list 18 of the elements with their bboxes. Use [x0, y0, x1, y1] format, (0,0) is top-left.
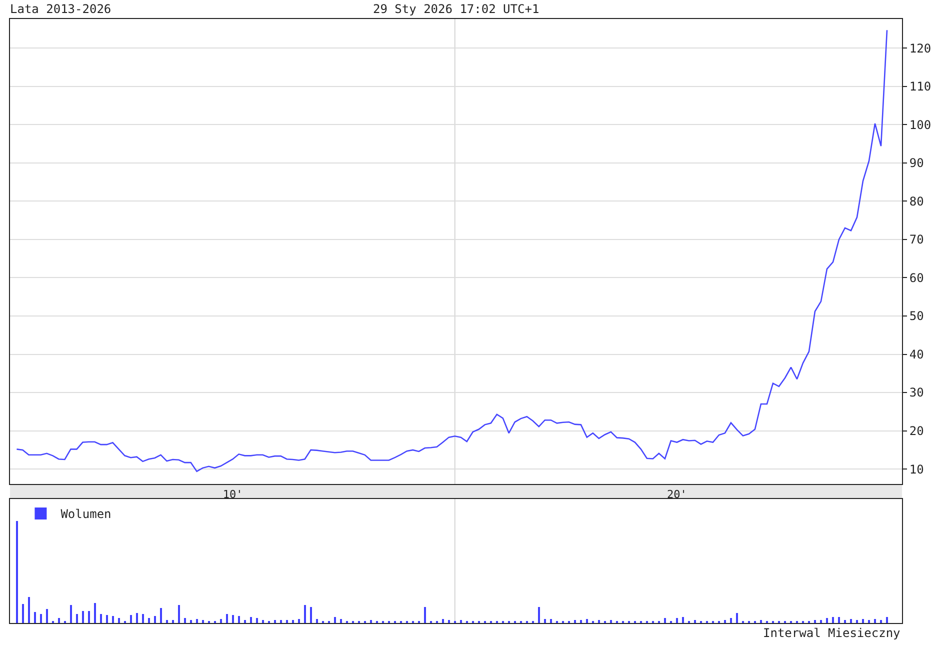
y-tick-label: 90	[909, 156, 924, 170]
x-tick-label: 20'	[666, 488, 687, 502]
y-tick-label: 100	[909, 118, 932, 132]
y-tick-label: 110	[909, 80, 932, 94]
x-tick-label: 10'	[222, 488, 243, 502]
y-tick-label: 40	[909, 347, 924, 362]
y-tick-label: 50	[909, 309, 924, 324]
y-tick-label: 80	[909, 194, 924, 208]
text: Interwal Miesieczny	[763, 626, 900, 640]
legend-label: Wolumen	[60, 507, 112, 522]
chart-title: Lata 2013-2026	[10, 2, 112, 16]
y-tick-label: 60	[909, 270, 924, 285]
y-tick-label: 10	[909, 462, 924, 476]
y-tick-label: 70	[909, 232, 924, 247]
y-tick-label: 20	[909, 424, 924, 438]
chart-subtitle: 29 Sty 2026 17:02 UTC+1	[373, 2, 540, 16]
y-tick-label: 120	[909, 41, 932, 56]
y-tick-label: 30	[909, 386, 924, 400]
